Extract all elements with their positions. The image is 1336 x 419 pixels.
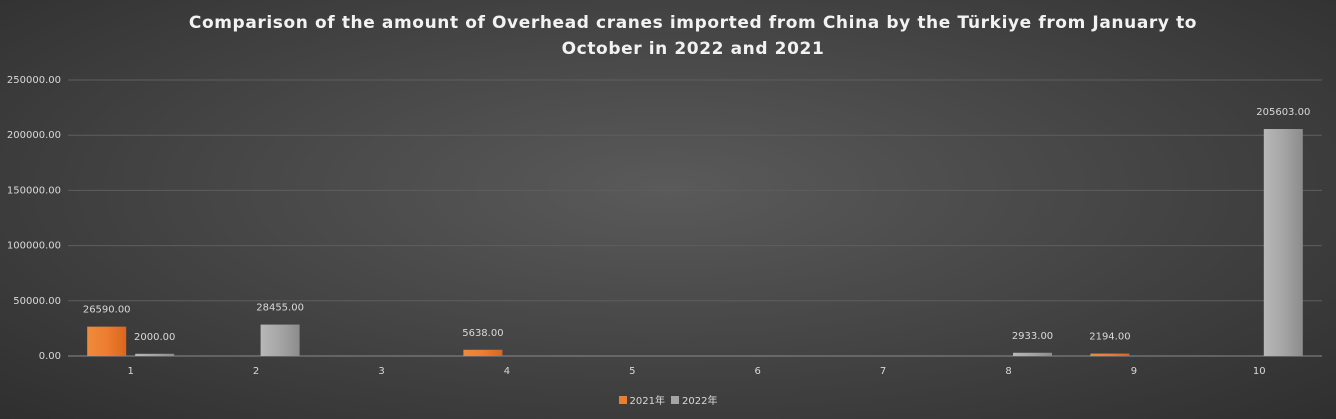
x-tick-label: 2 <box>253 366 259 377</box>
data-label: 2194.00 <box>1089 332 1130 343</box>
legend-swatch-2022 <box>671 395 679 404</box>
y-tick-label: 50000.00 <box>13 296 61 307</box>
y-tick-label: 200000.00 <box>7 130 61 141</box>
x-tick-label: 4 <box>504 366 510 377</box>
legend: 2021年 2022年 <box>0 392 1336 407</box>
bars <box>87 129 1303 356</box>
bar-2022-10 <box>1263 129 1303 356</box>
legend-label-2021: 2021年 <box>629 396 665 407</box>
data-label: 2000.00 <box>134 332 175 343</box>
bar-2021-4 <box>463 349 503 356</box>
x-tick-label: 5 <box>629 366 635 377</box>
y-axis: 0.00 50000.00 100000.00 150000.00 200000.00 2… <box>7 75 61 362</box>
x-tick-label: 10 <box>1253 366 1266 377</box>
data-label: 2933.00 <box>1012 331 1053 342</box>
y-tick-label: 150000.00 <box>7 185 61 196</box>
gridlines <box>68 79 1322 357</box>
data-label: 5638.00 <box>462 328 503 339</box>
data-label: 205603.00 <box>1256 107 1310 118</box>
y-tick-label: 0.00 <box>39 351 61 362</box>
data-label: 26590.00 <box>83 305 131 316</box>
x-tick-label: 7 <box>880 366 886 377</box>
x-tick-label: 3 <box>378 366 384 377</box>
bar-2022-1 <box>135 353 175 356</box>
data-labels: 26590.00 5638.00 2194.00 2000.00 28455.00 293… <box>83 107 1310 343</box>
bar-2022-8 <box>1013 352 1052 356</box>
data-label: 28455.00 <box>256 303 304 314</box>
x-tick-label: 6 <box>755 366 761 377</box>
bar-2022-2 <box>260 324 300 356</box>
legend-label-2022: 2022年 <box>682 396 718 407</box>
x-axis: 1 2 3 4 5 6 7 8 9 10 <box>128 366 1266 377</box>
legend-swatch-2021 <box>618 395 627 404</box>
legend-item-2021: 2021年 <box>618 392 665 407</box>
x-tick-label: 9 <box>1131 366 1137 377</box>
y-tick-label: 250000.00 <box>7 75 61 86</box>
chart-title: Comparison of the amount of Overhead cra… <box>188 13 1198 59</box>
x-tick-label: 8 <box>1005 366 1011 377</box>
y-tick-label: 100000.00 <box>7 241 61 252</box>
bar-2021-1 <box>87 326 127 356</box>
legend-item-2022: 2022年 <box>671 392 717 407</box>
x-tick-label: 1 <box>128 366 134 377</box>
bar-2021-9 <box>1090 353 1130 356</box>
